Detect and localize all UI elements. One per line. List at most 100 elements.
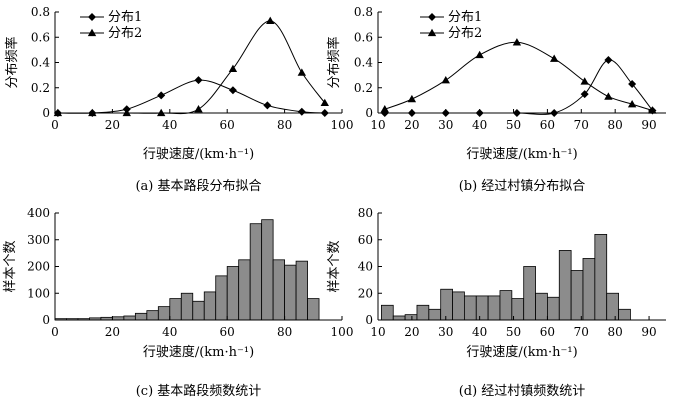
y-tick-label: 0.8 xyxy=(31,5,50,19)
series-2-point xyxy=(604,92,613,100)
series-1-point xyxy=(263,101,272,110)
legend-1-marker xyxy=(428,13,436,21)
y-tick-label: 0.4 xyxy=(31,56,50,70)
x-tick-label: 40 xyxy=(472,325,487,339)
x-tick-label: 40 xyxy=(162,325,177,339)
x-axis-label: 行驶速度/(km·h⁻¹) xyxy=(143,344,254,360)
x-tick-label: 0 xyxy=(51,118,59,132)
series-1-point xyxy=(320,109,329,117)
legend-1-label: 分布1 xyxy=(448,10,482,25)
y-axis-label: 样本个数 xyxy=(327,240,342,292)
series-1-point xyxy=(194,76,203,85)
y-tick-label: 0 xyxy=(42,106,50,120)
panel-c-chart: 0 20 40 60 80 100 0 100 200 300 400 行驶速度/(km·h⁻¹) 样本… xyxy=(3,206,353,399)
bar xyxy=(157,306,171,321)
y-tick-label: 20 xyxy=(358,286,373,300)
bar xyxy=(523,266,536,321)
bar xyxy=(452,291,465,321)
series-2-point xyxy=(156,108,166,117)
bar xyxy=(215,275,228,321)
x-tick-label: 10 xyxy=(370,118,385,132)
bar xyxy=(134,312,148,321)
series-2-point xyxy=(512,38,522,46)
series-2-point xyxy=(380,105,389,113)
y-axis-label: 分布频率 xyxy=(4,36,20,88)
panel-a-chart: 0 20 40 60 80 100 0 0.2 0.4 0.6 0.8 行驶速度/(km·h⁻¹) 分布… xyxy=(4,5,353,194)
y-tick-label: 80 xyxy=(358,206,373,220)
series-1-point xyxy=(604,55,613,64)
series-1-point xyxy=(628,79,637,88)
bar xyxy=(238,259,251,321)
x-tick-label: 10 xyxy=(370,325,385,339)
panel-b-chart: 10 20 30 40 50 60 70 80 90 0 0.2 0.4 0.6 0.8 行驶速度/(km·… xyxy=(326,5,666,194)
y-tick-label: 0.6 xyxy=(354,30,373,44)
series-1-curve xyxy=(384,59,653,115)
x-tick-label: 60 xyxy=(540,118,555,132)
panel-caption: (b) 经过村镇分布拟合 xyxy=(459,179,586,194)
series-2-point xyxy=(266,16,275,24)
series-2-curve xyxy=(57,20,326,115)
bar xyxy=(606,292,619,321)
bar xyxy=(180,292,194,321)
series-1-point xyxy=(550,109,559,117)
series-2-point xyxy=(627,99,637,108)
series-2-point xyxy=(549,54,559,62)
bar xyxy=(594,233,608,321)
series-2-point xyxy=(228,64,238,72)
bar xyxy=(392,315,406,321)
bar xyxy=(261,219,274,321)
bar xyxy=(428,308,442,321)
bar xyxy=(249,223,263,321)
series-2-point xyxy=(580,77,589,85)
series-1-point xyxy=(441,109,450,117)
series-2-point xyxy=(441,75,450,84)
bar xyxy=(380,304,394,321)
y-tick-label: 0.6 xyxy=(31,30,50,44)
bar xyxy=(463,295,477,321)
panel-caption: (d) 经过村镇频数统计 xyxy=(459,384,586,399)
x-tick-label: 90 xyxy=(641,325,656,339)
y-tick-label: 60 xyxy=(358,233,373,247)
x-tick-label: 30 xyxy=(438,118,453,132)
series-2-point xyxy=(648,106,657,114)
y-tick-label: 0 xyxy=(365,313,373,327)
bar xyxy=(404,314,418,321)
bar xyxy=(475,295,489,321)
x-tick-label: 70 xyxy=(574,325,589,339)
bar xyxy=(307,298,320,321)
y-tick-label: 200 xyxy=(27,260,50,274)
bar xyxy=(123,315,136,321)
x-tick-label: 60 xyxy=(220,118,235,132)
bar xyxy=(487,295,501,321)
x-tick-label: 20 xyxy=(404,118,419,132)
x-tick-label: 70 xyxy=(574,118,589,132)
x-tick-label: 0 xyxy=(51,325,59,339)
x-tick-label: 30 xyxy=(438,325,453,339)
series-2-point xyxy=(407,94,417,103)
y-tick-label: 40 xyxy=(358,260,373,274)
series-2-point xyxy=(53,108,63,117)
series-1-point xyxy=(297,107,306,116)
panel-caption: (c) 基本路段频数统计 xyxy=(136,383,262,399)
y-tick-label: 0.2 xyxy=(31,81,50,95)
series-1-point xyxy=(157,91,166,100)
x-tick-label: 20 xyxy=(404,325,419,339)
y-tick-label: 0.8 xyxy=(354,5,373,19)
bar xyxy=(272,259,285,321)
series-1-curve xyxy=(57,79,325,114)
y-tick-label: 0 xyxy=(365,106,373,120)
x-tick-label: 80 xyxy=(277,325,292,339)
x-tick-label: 100 xyxy=(331,118,354,132)
x-tick-label: 50 xyxy=(506,325,521,339)
x-tick-label: 50 xyxy=(506,118,521,132)
panel-caption: (a) 基本路段分布拟合 xyxy=(135,178,261,194)
x-tick-label: 90 xyxy=(641,118,656,132)
x-tick-label: 60 xyxy=(220,325,235,339)
x-tick-label: 80 xyxy=(608,118,623,132)
x-tick-label: 20 xyxy=(105,325,120,339)
bar xyxy=(582,258,596,321)
bar xyxy=(440,288,453,321)
x-tick-label: 80 xyxy=(608,325,623,339)
x-tick-label: 60 xyxy=(540,325,555,339)
legend-2-marker xyxy=(87,28,97,37)
